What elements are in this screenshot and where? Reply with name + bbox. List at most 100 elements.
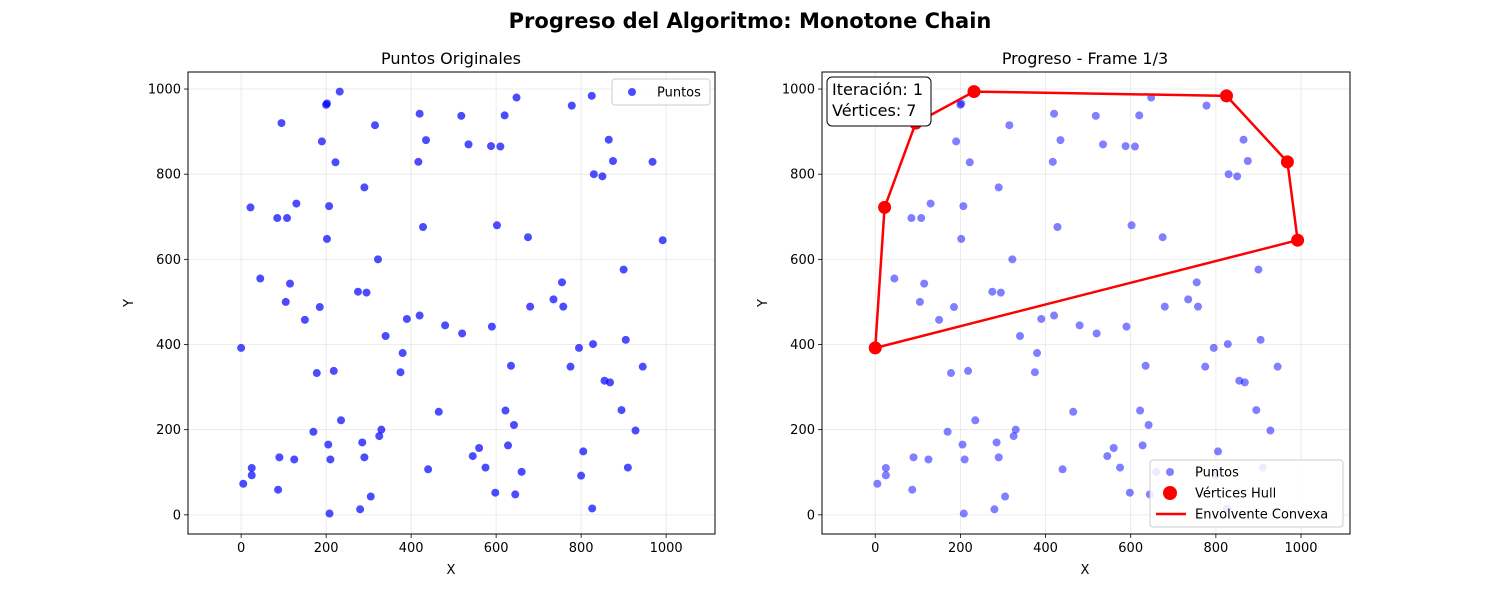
data-point — [604, 135, 613, 144]
data-point — [1252, 406, 1261, 415]
data-point — [964, 366, 973, 375]
data-point — [507, 361, 515, 370]
data-point — [935, 315, 944, 324]
y-tick-label: 200 — [156, 423, 181, 438]
data-point — [354, 287, 362, 296]
data-point — [424, 465, 433, 474]
data-point — [1209, 343, 1218, 352]
data-point — [509, 420, 518, 429]
data-point — [1138, 441, 1147, 450]
data-point — [373, 255, 382, 264]
data-point — [277, 119, 286, 128]
data-point — [500, 111, 509, 120]
legend: Puntos Vértices Hull Envolvente Convexa — [1149, 459, 1344, 528]
data-point — [920, 279, 929, 288]
data-point — [971, 416, 980, 425]
data-point — [1011, 425, 1020, 434]
data-point — [504, 441, 513, 450]
data-point — [658, 236, 667, 245]
data-point — [957, 234, 966, 243]
data-point — [300, 315, 309, 324]
legend-marker-puntos — [628, 88, 636, 96]
data-point — [1243, 156, 1252, 165]
legend-label-puntos: Puntos — [657, 86, 701, 101]
x-tick-label: 400 — [399, 541, 424, 556]
data-point — [396, 368, 405, 377]
data-point — [907, 214, 916, 223]
data-point — [1184, 295, 1193, 304]
data-point — [575, 343, 583, 352]
data-point — [579, 447, 588, 456]
x-tick-label: 600 — [484, 541, 509, 556]
data-point — [589, 340, 598, 349]
legend-box — [1149, 459, 1344, 528]
data-point — [381, 332, 390, 340]
data-point — [1214, 447, 1222, 456]
data-point — [1091, 111, 1100, 120]
x-axis-label: X — [447, 563, 456, 578]
data-point — [415, 109, 424, 118]
x-tick-label: 0 — [871, 541, 879, 556]
data-point — [398, 349, 407, 358]
data-point — [558, 278, 566, 287]
hull-vertex — [967, 85, 981, 99]
x-tick-label: 400 — [1033, 541, 1058, 556]
data-point — [873, 479, 882, 488]
data-point — [1056, 136, 1065, 145]
legend-label-hull-line: Envolvente Convexa — [1195, 508, 1328, 523]
data-point — [419, 222, 428, 231]
y-tick-label: 400 — [790, 338, 815, 353]
data-point — [638, 362, 647, 371]
x-axis-label: X — [1081, 563, 1090, 578]
data-point — [309, 427, 318, 436]
data-point — [1201, 362, 1210, 371]
data-point — [468, 452, 477, 461]
x-tick-label: 600 — [1118, 541, 1143, 556]
data-point — [325, 202, 334, 211]
data-point — [566, 362, 575, 371]
data-point — [1037, 314, 1046, 323]
data-point — [1122, 322, 1131, 331]
data-point — [943, 427, 952, 436]
data-point — [273, 214, 282, 223]
info-vertices: Vértices: 7 — [832, 101, 916, 120]
y-tick-label: 600 — [156, 253, 181, 268]
data-point — [1239, 135, 1248, 144]
data-point — [908, 485, 917, 494]
data-point — [422, 136, 430, 145]
y-tick-label: 800 — [790, 168, 815, 183]
data-point — [1136, 406, 1145, 415]
data-point — [1009, 432, 1018, 441]
data-point — [1058, 465, 1067, 474]
hull-vertex — [868, 341, 882, 355]
info-iteration: Iteración: 1 — [832, 80, 923, 99]
data-point — [924, 455, 933, 464]
y-tick-label: 0 — [807, 508, 815, 523]
data-point — [475, 443, 484, 452]
plot-frame — [187, 71, 716, 535]
data-point — [609, 156, 617, 165]
data-point — [623, 463, 632, 472]
data-point — [1050, 311, 1059, 320]
data-point — [1223, 340, 1232, 349]
data-point — [990, 505, 999, 514]
x-tick-label: 800 — [1203, 541, 1228, 556]
data-point — [371, 121, 379, 130]
y-tick-label: 800 — [156, 168, 181, 183]
data-point — [329, 366, 338, 375]
data-point — [994, 453, 1003, 462]
data-point — [950, 303, 958, 312]
data-point — [375, 432, 384, 441]
data-point — [1193, 302, 1202, 311]
data-point — [481, 463, 490, 472]
data-point — [915, 297, 924, 306]
data-point — [292, 199, 301, 208]
data-point — [1266, 426, 1275, 435]
data-point — [458, 329, 467, 338]
data-point — [246, 203, 255, 212]
data-point — [274, 485, 283, 494]
data-point — [441, 321, 450, 330]
data-point — [247, 471, 256, 480]
data-point — [511, 490, 520, 499]
hull-line — [873, 90, 1299, 350]
